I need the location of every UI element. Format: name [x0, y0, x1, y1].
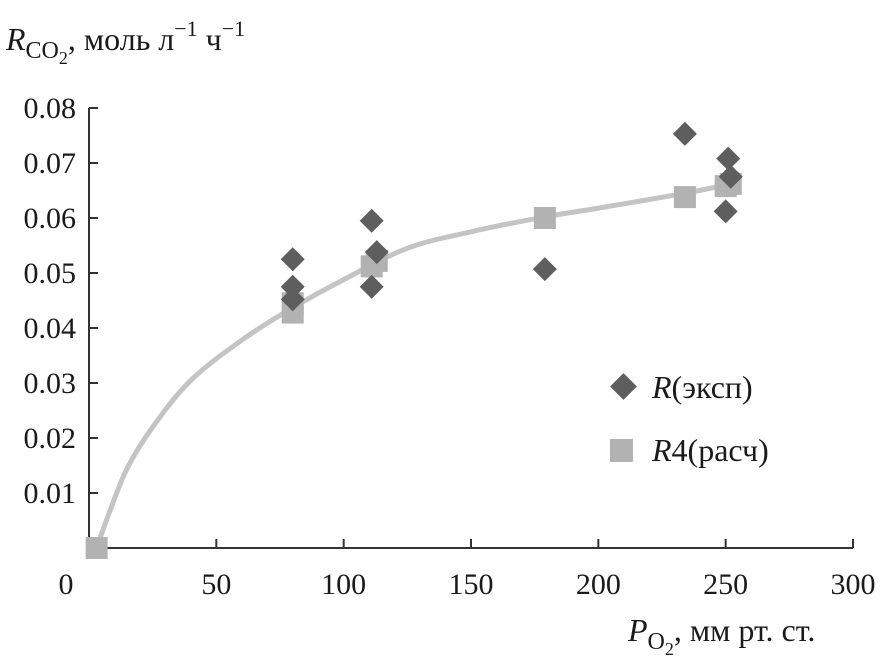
- exp-point-6: [532, 257, 557, 282]
- x-tick-label-0: 0: [59, 568, 74, 601]
- x-tick-label-4: 200: [576, 568, 621, 601]
- calc-point-5: [533, 207, 556, 229]
- exp-point-4: [364, 240, 389, 265]
- axes: 0.01 0.02 0.03 0.04 0.05 0.06 0.07 0.08 0 50 100 15…: [24, 92, 876, 601]
- calc-point-0: [85, 537, 108, 559]
- x-tick-label-3: 150: [449, 568, 494, 601]
- y-axis-title-symbol: R: [5, 21, 26, 57]
- exp-point-3: [359, 208, 384, 233]
- y-tick-label-1: 0.02: [24, 422, 77, 455]
- svg-text:RCO2, моль л−1 ч−1: RCO2, моль л−1 ч−1: [5, 16, 245, 68]
- y-axis-title-exp2: −1: [222, 16, 245, 41]
- legend-marker-square: [610, 439, 633, 462]
- y-tick-label-2: 0.03: [24, 367, 77, 400]
- y-axis-title-sub: CO: [26, 38, 59, 64]
- exp-point-10: [713, 199, 738, 224]
- y-axis-title-exp1: −1: [174, 16, 197, 41]
- x-axis-title-symbol: P: [627, 612, 648, 648]
- exp-point-1: [280, 274, 305, 299]
- x-tick-label-6: 300: [831, 568, 876, 601]
- y-axis-title: RCO2, моль л−1 ч−1: [5, 16, 245, 68]
- x-tick-label-2: 100: [321, 568, 366, 601]
- legend-label-calc: R4(расч): [651, 432, 769, 468]
- y-axis-title-units2: ч: [198, 21, 222, 57]
- fit-curve-layer: [94, 181, 734, 551]
- y-tick-label-3: 0.04: [24, 312, 77, 345]
- exp-point-9: [718, 164, 743, 189]
- legend: R(эксп) R4(расч): [610, 369, 769, 468]
- exp-point-8: [716, 146, 741, 171]
- y-axis-title-subsub: 2: [59, 48, 68, 68]
- svg-text:PO2, мм рт. ст.: PO2, мм рт. ст.: [627, 612, 815, 659]
- y-tick-label-7: 0.08: [24, 92, 77, 125]
- x-axis-title-subsub: 2: [665, 639, 674, 659]
- exp-point-5: [359, 274, 384, 299]
- x-axis-title-units: , мм рт. ст.: [674, 612, 815, 648]
- exp-point-0: [280, 247, 305, 272]
- legend-label-exp: R(эксп): [651, 369, 753, 405]
- y-tick-label-4: 0.05: [24, 257, 77, 290]
- data-marks: [85, 121, 743, 559]
- x-tick-label-1: 50: [201, 568, 231, 601]
- calc-point-6: [673, 186, 696, 209]
- fit-curve: [94, 181, 734, 551]
- x-tick-label-5: 250: [703, 568, 748, 601]
- y-tick-label-6: 0.07: [24, 147, 77, 180]
- exp-point-7: [672, 121, 697, 146]
- x-axis-title-sub: O: [648, 629, 665, 655]
- y-tick-label-5: 0.06: [24, 202, 77, 235]
- legend-marker-diamond: [610, 373, 637, 400]
- exp-point-2: [280, 287, 305, 312]
- y-axis-title-units: , моль л: [68, 21, 174, 57]
- x-axis-title: PO2, мм рт. ст.: [627, 612, 815, 659]
- y-tick-label-0: 0.01: [24, 477, 77, 510]
